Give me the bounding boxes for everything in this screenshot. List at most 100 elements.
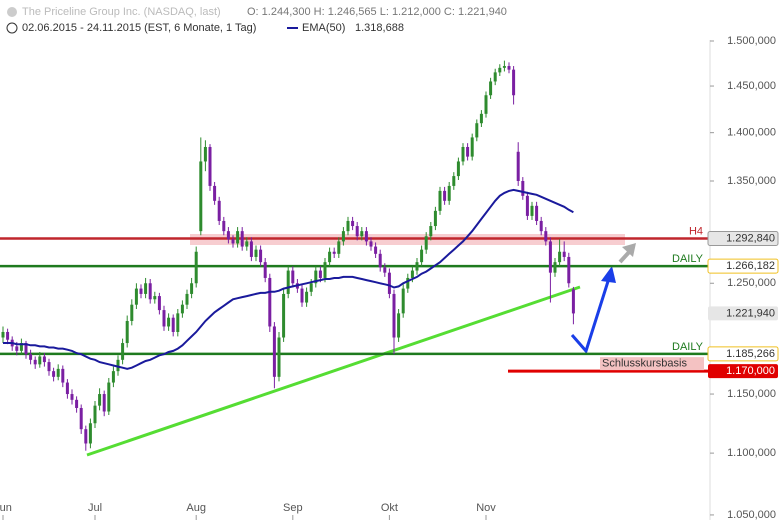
candle-body — [479, 113, 483, 124]
candle-body — [88, 423, 92, 444]
y-tick-label: 1.450,000 — [727, 80, 776, 92]
candle-body — [328, 251, 332, 263]
candle-body — [401, 288, 405, 314]
candle-body — [236, 231, 240, 244]
candle-body — [443, 190, 447, 201]
candle-body — [176, 313, 180, 332]
candle-body — [305, 291, 309, 303]
candle-body — [392, 293, 396, 338]
candle-body — [190, 283, 194, 294]
candle-body — [208, 146, 212, 186]
candle-body — [148, 283, 152, 300]
candle-body — [130, 304, 134, 321]
y-tick-label: 1.250,000 — [727, 277, 776, 289]
candle-body — [70, 394, 74, 400]
candle-body — [567, 256, 571, 284]
candle-body — [452, 176, 456, 186]
candle-body — [139, 288, 143, 294]
candle-body — [369, 241, 373, 247]
candle-body — [29, 354, 33, 360]
x-tick-label: Sep — [283, 502, 303, 514]
candle-body — [374, 246, 378, 254]
price-label: 1.266,182 — [726, 260, 775, 272]
candle-body — [424, 236, 428, 250]
candle-body — [397, 313, 401, 338]
candle-body — [203, 146, 207, 162]
candle-body — [56, 368, 60, 377]
candle-body — [341, 231, 345, 242]
candle-body — [102, 394, 106, 412]
candle-body — [249, 241, 253, 257]
forecast-arrow — [570, 274, 612, 354]
gray-arrow-head — [622, 243, 636, 257]
candle-body — [355, 226, 359, 237]
arrow-head — [601, 266, 616, 283]
candle-body — [410, 270, 414, 278]
ema-line — [3, 188, 574, 370]
trend-line — [86, 285, 581, 457]
candle-body — [180, 304, 184, 314]
candle-body — [52, 371, 56, 377]
candle-body — [153, 296, 157, 300]
level-name: H4 — [689, 225, 703, 237]
candle-body — [512, 69, 516, 96]
candle-body — [562, 251, 566, 257]
price-label: 1.292,840 — [726, 232, 775, 244]
candle-body — [116, 359, 120, 372]
candle-body — [383, 267, 387, 273]
candle-body — [521, 180, 525, 196]
candle-body — [24, 343, 28, 355]
candle-body — [47, 362, 51, 372]
price-box — [707, 230, 779, 246]
candle-body — [300, 288, 304, 303]
candle-body — [162, 310, 166, 327]
candle-body — [346, 220, 350, 232]
candle-body — [134, 288, 138, 305]
candle-body — [461, 146, 465, 162]
level-name-box — [600, 357, 704, 371]
candle-body — [75, 399, 79, 408]
candle-body — [157, 296, 161, 311]
candle-body — [351, 220, 355, 227]
y-tick-label: 1.150,000 — [727, 388, 776, 400]
candle-body — [231, 239, 235, 244]
candle-body — [466, 146, 470, 157]
candle-body — [323, 262, 327, 278]
candle-body — [286, 270, 290, 294]
price-box — [707, 258, 779, 274]
clock-icon — [6, 22, 18, 34]
candle-body — [291, 270, 295, 284]
candle-body — [337, 241, 341, 254]
candle-body — [406, 277, 410, 289]
candle-body — [15, 346, 19, 351]
candle-body — [254, 249, 258, 257]
candle-body — [38, 356, 42, 365]
last-price-label: 1.221,940 — [726, 307, 775, 319]
candle-body — [535, 205, 539, 221]
x-tick-label: Nov — [476, 502, 496, 514]
candle-body — [558, 251, 562, 263]
candle-body — [171, 317, 175, 332]
candle-body — [217, 200, 221, 221]
candle-body — [415, 262, 419, 271]
candle-body — [420, 249, 424, 263]
x-tick-label: Jul — [88, 502, 102, 514]
candle-body — [167, 317, 171, 327]
candle-body — [530, 205, 534, 216]
candle-body — [332, 251, 336, 254]
price-box — [708, 364, 778, 379]
x-tick-label: Jun — [0, 502, 12, 514]
candle-body — [456, 161, 460, 177]
candle-body — [263, 262, 267, 278]
y-tick-label: 1.500,000 — [727, 35, 776, 47]
candle-body — [194, 251, 198, 284]
candle-body — [213, 185, 217, 201]
candle-body — [489, 81, 493, 96]
last-price-box — [708, 306, 778, 321]
candle-body — [277, 337, 281, 377]
candle-body — [525, 195, 529, 216]
level-name: DAILY — [672, 341, 704, 353]
y-tick-label: 1.350,000 — [727, 175, 776, 187]
candle-body — [475, 123, 479, 138]
candle-body — [502, 66, 506, 68]
